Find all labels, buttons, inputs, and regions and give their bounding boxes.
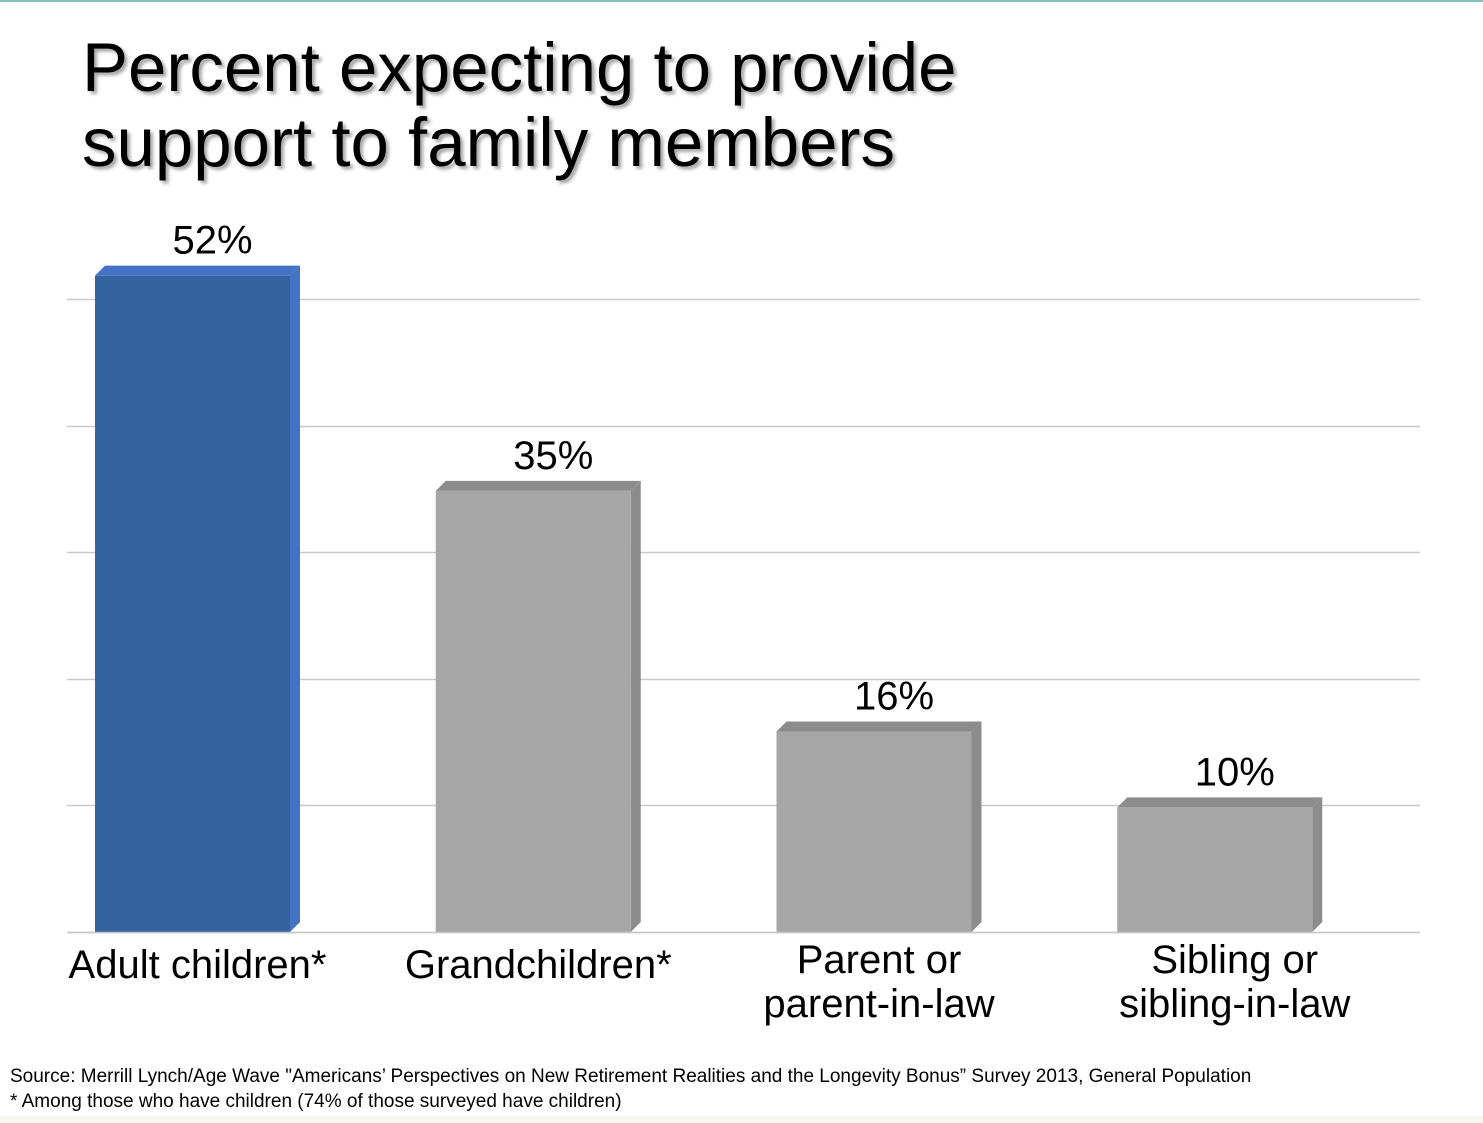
category-label-line: Parent or — [797, 938, 962, 982]
category-label-line: parent-in-law — [763, 982, 994, 1026]
bottom-band — [0, 1116, 1483, 1123]
value-label: 52% — [172, 219, 252, 263]
bar-front — [776, 731, 972, 932]
bar-top — [1117, 797, 1323, 808]
bar-top — [435, 480, 641, 491]
bar-side — [1312, 797, 1323, 932]
chart-title-line-1: Percent expecting to provide — [82, 29, 957, 106]
top-accent-line — [0, 0, 1483, 2]
bar-front — [1117, 807, 1313, 932]
value-label: 35% — [513, 434, 593, 478]
category-label: Adult children* — [69, 943, 327, 987]
bar-side — [290, 265, 300, 932]
value-label: 16% — [854, 674, 934, 718]
bar-top — [95, 265, 300, 276]
category-label-line: Grandchildren* — [405, 943, 672, 987]
bar — [1117, 797, 1323, 932]
chart-title-line-2: support to family members — [82, 104, 895, 181]
bars — [67, 265, 1420, 934]
source-line: Source: Merrill Lynch/Age Wave "American… — [10, 1066, 1252, 1087]
bar — [776, 721, 982, 932]
footnote-line: * Among those who have children (74% of … — [10, 1091, 622, 1112]
bar-front — [435, 490, 631, 932]
category-label: Parent or parent-in-law — [763, 938, 994, 1026]
category-label: Sibling or sibling-in-law — [1119, 938, 1350, 1026]
bar-top — [776, 721, 982, 732]
bar — [435, 480, 641, 932]
chart-title: Percent expecting to provide support to … — [82, 30, 1282, 180]
source-note: Source: Merrill Lynch/Age Wave "American… — [10, 1064, 1251, 1114]
bar-side — [630, 480, 641, 932]
bar-side — [971, 721, 982, 932]
category-label-line: sibling-in-law — [1119, 982, 1350, 1026]
bar — [95, 265, 300, 932]
value-labels: 52% 35% 16% 10% — [172, 219, 1274, 795]
category-labels: Adult children* Grandchildren* Parent or pa… — [69, 938, 1351, 1026]
bar-front — [95, 275, 290, 932]
category-label: Grandchildren* — [405, 943, 672, 987]
value-label: 10% — [1195, 750, 1275, 794]
category-label-line: Sibling or — [1151, 938, 1318, 982]
category-label-line: Adult children* — [69, 943, 327, 987]
